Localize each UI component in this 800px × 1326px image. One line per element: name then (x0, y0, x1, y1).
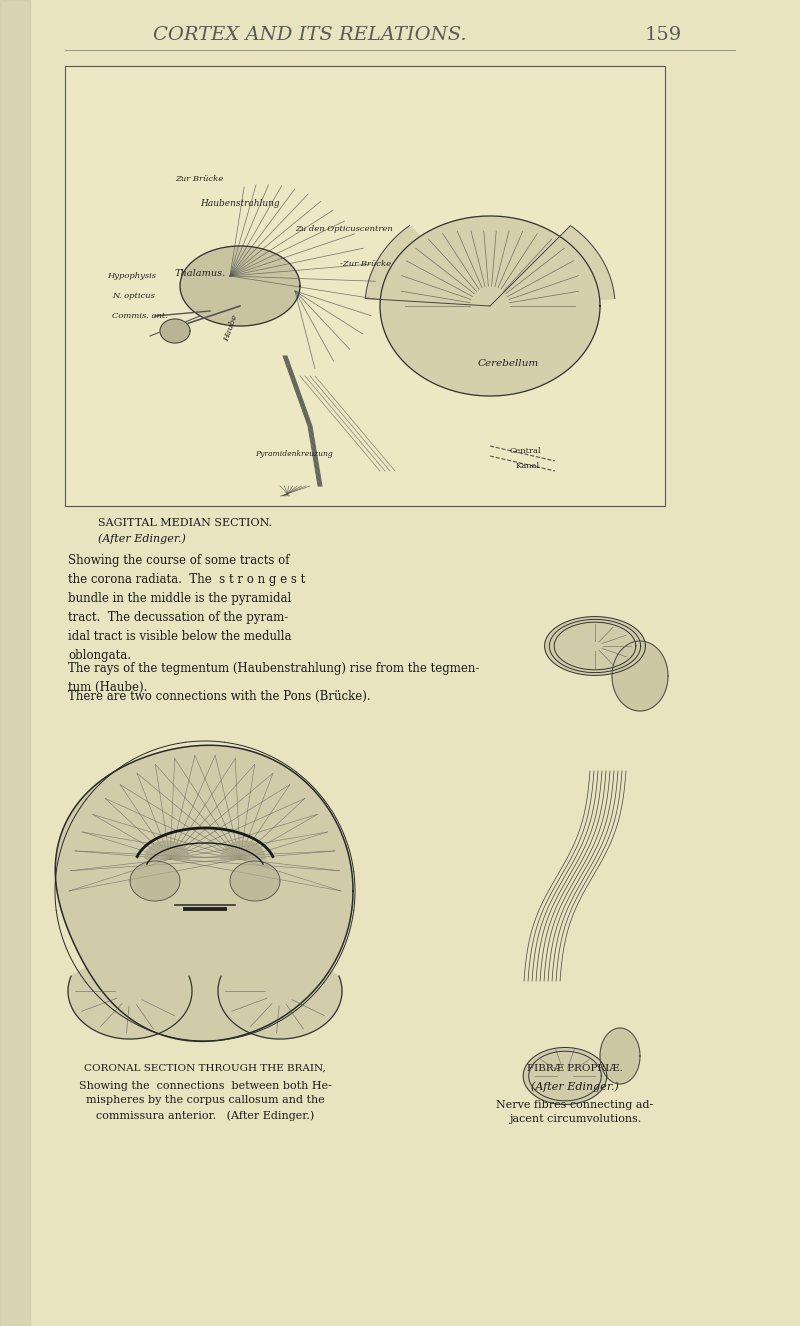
Polygon shape (55, 745, 353, 1041)
Text: Zur Brücke: Zur Brücke (175, 175, 223, 183)
Polygon shape (221, 841, 265, 859)
Polygon shape (600, 1028, 640, 1083)
Text: FIBRÆ PROPRIÆ.: FIBRÆ PROPRIÆ. (527, 1063, 623, 1073)
Polygon shape (366, 225, 490, 306)
Bar (65, 66, 665, 507)
Polygon shape (612, 640, 668, 711)
Bar (0, 0, 30, 1326)
Polygon shape (230, 861, 280, 900)
Text: Kanal: Kanal (516, 461, 540, 469)
Text: (After Edinger.): (After Edinger.) (98, 533, 186, 544)
Polygon shape (523, 1048, 606, 1105)
Text: Nerve fibres connecting ad-
jacent circumvolutions.: Nerve fibres connecting ad- jacent circu… (496, 1101, 654, 1124)
Text: Pyramidenkreuzung: Pyramidenkreuzung (255, 450, 333, 457)
Polygon shape (68, 943, 192, 1040)
Polygon shape (545, 617, 646, 675)
Polygon shape (380, 216, 600, 396)
Text: There are two connections with the Pons (Brücke).: There are two connections with the Pons … (68, 690, 370, 703)
Polygon shape (554, 622, 636, 670)
Polygon shape (145, 841, 189, 859)
Polygon shape (550, 619, 641, 672)
Text: -Zur Brücke: -Zur Brücke (340, 260, 391, 268)
Text: CORTEX AND ITS RELATIONS.: CORTEX AND ITS RELATIONS. (153, 27, 467, 44)
Text: N. opticus: N. opticus (112, 292, 155, 300)
Text: SAGITTAL MEDIAN SECTION.: SAGITTAL MEDIAN SECTION. (98, 518, 272, 528)
Text: (After Edinger.): (After Edinger.) (531, 1081, 619, 1091)
Text: Thalamus.: Thalamus. (175, 269, 226, 278)
Text: Commis. ant.: Commis. ant. (112, 312, 168, 320)
Text: Zu den Opticuscentren: Zu den Opticuscentren (295, 225, 393, 233)
Text: CORONAL SECTION THROUGH THE BRAIN,: CORONAL SECTION THROUGH THE BRAIN, (84, 1063, 326, 1073)
Text: Showing the course of some tracts of
the corona radiata.  The  s t r o n g e s t: Showing the course of some tracts of the… (68, 554, 306, 662)
Polygon shape (529, 1052, 602, 1101)
Text: Haube: Haube (222, 314, 239, 343)
Text: Cerebellum: Cerebellum (478, 359, 539, 369)
Text: Central: Central (510, 447, 542, 455)
Text: Haubenstrahlung: Haubenstrahlung (200, 199, 280, 208)
Polygon shape (160, 320, 190, 343)
Polygon shape (490, 225, 614, 306)
Text: 159: 159 (645, 27, 682, 44)
Polygon shape (218, 943, 342, 1040)
Text: Showing the  connections  between both He-
mispheres by the corpus callosum and : Showing the connections between both He-… (78, 1081, 331, 1120)
Polygon shape (130, 861, 180, 900)
Text: Hypophysis: Hypophysis (107, 272, 156, 280)
Text: The rays of the tegmentum (Haubenstrahlung) rise from the tegmen-
tum (Haube).: The rays of the tegmentum (Haubenstrahlu… (68, 662, 479, 693)
Polygon shape (180, 247, 300, 326)
